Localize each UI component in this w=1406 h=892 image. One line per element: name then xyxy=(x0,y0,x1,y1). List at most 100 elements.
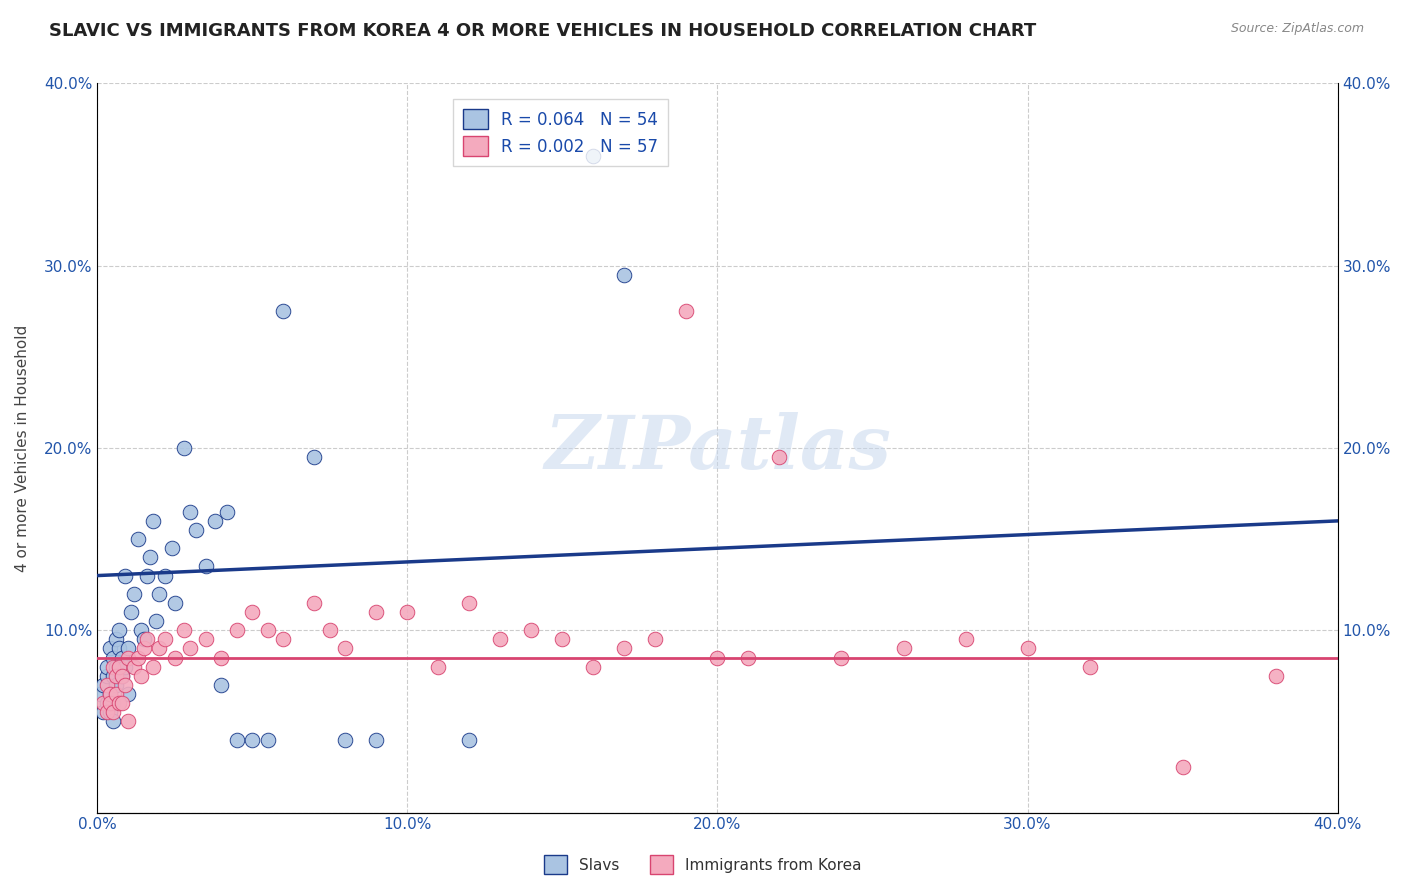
Point xyxy=(1171,760,1194,774)
Point xyxy=(204,514,226,528)
Point xyxy=(124,587,146,601)
Point xyxy=(117,650,139,665)
Point xyxy=(160,541,183,556)
Point xyxy=(209,678,232,692)
Point xyxy=(551,632,574,647)
Point xyxy=(458,596,481,610)
Point xyxy=(101,650,124,665)
Point xyxy=(101,669,124,683)
Point xyxy=(114,659,136,673)
Point xyxy=(142,514,165,528)
Point xyxy=(101,706,124,720)
Point xyxy=(127,532,149,546)
Point xyxy=(335,641,357,656)
Point xyxy=(489,632,512,647)
Point xyxy=(955,632,977,647)
Point xyxy=(225,732,247,747)
Point xyxy=(155,568,177,582)
Text: Source: ZipAtlas.com: Source: ZipAtlas.com xyxy=(1230,22,1364,36)
Point xyxy=(96,659,118,673)
Point xyxy=(96,669,118,683)
Point xyxy=(256,732,278,747)
Point xyxy=(98,641,121,656)
Point xyxy=(117,641,139,656)
Point xyxy=(256,624,278,638)
Point xyxy=(240,732,263,747)
Point xyxy=(163,596,186,610)
Point xyxy=(186,523,208,537)
Point xyxy=(135,568,157,582)
Point xyxy=(101,659,124,673)
Point xyxy=(98,687,121,701)
Point xyxy=(117,714,139,729)
Point xyxy=(98,687,121,701)
Point xyxy=(142,659,165,673)
Point xyxy=(96,696,118,710)
Point xyxy=(93,706,115,720)
Point xyxy=(644,632,666,647)
Point xyxy=(209,650,232,665)
Point xyxy=(366,605,388,619)
Legend: Slavs, Immigrants from Korea: Slavs, Immigrants from Korea xyxy=(538,849,868,880)
Point xyxy=(830,650,852,665)
Point xyxy=(108,659,131,673)
Y-axis label: 4 or more Vehicles in Household: 4 or more Vehicles in Household xyxy=(15,325,30,572)
Point xyxy=(271,632,294,647)
Point xyxy=(101,696,124,710)
Point xyxy=(217,505,239,519)
Point xyxy=(582,659,605,673)
Point xyxy=(145,614,167,628)
Point xyxy=(179,641,201,656)
Point xyxy=(104,678,127,692)
Point xyxy=(111,650,134,665)
Point xyxy=(108,641,131,656)
Point xyxy=(96,706,118,720)
Point xyxy=(98,696,121,710)
Point xyxy=(132,641,155,656)
Point xyxy=(129,624,152,638)
Point xyxy=(120,605,142,619)
Point xyxy=(1078,659,1101,673)
Point xyxy=(240,605,263,619)
Point xyxy=(148,587,170,601)
Point xyxy=(173,624,195,638)
Point xyxy=(114,568,136,582)
Point xyxy=(96,678,118,692)
Point xyxy=(124,659,146,673)
Point xyxy=(104,687,127,701)
Text: ZIPatlas: ZIPatlas xyxy=(544,412,891,484)
Point xyxy=(613,641,636,656)
Point xyxy=(108,696,131,710)
Point xyxy=(155,632,177,647)
Point xyxy=(768,450,790,464)
Point xyxy=(104,659,127,673)
Point xyxy=(1264,669,1286,683)
Legend: R = 0.064   N = 54, R = 0.002   N = 57: R = 0.064 N = 54, R = 0.002 N = 57 xyxy=(453,99,668,167)
Point xyxy=(458,732,481,747)
Point xyxy=(98,706,121,720)
Point xyxy=(135,632,157,647)
Point xyxy=(104,632,127,647)
Point xyxy=(117,687,139,701)
Point xyxy=(194,632,217,647)
Point xyxy=(319,624,342,638)
Point xyxy=(304,450,326,464)
Point xyxy=(706,650,728,665)
Point xyxy=(139,550,162,565)
Point xyxy=(737,650,759,665)
Point xyxy=(427,659,450,673)
Point xyxy=(89,687,111,701)
Point xyxy=(111,669,134,683)
Point xyxy=(127,650,149,665)
Point xyxy=(1017,641,1039,656)
Point xyxy=(335,732,357,747)
Point xyxy=(582,149,605,163)
Point xyxy=(148,641,170,656)
Point xyxy=(675,304,697,318)
Point xyxy=(111,696,134,710)
Point xyxy=(93,678,115,692)
Point xyxy=(173,441,195,455)
Point xyxy=(93,696,115,710)
Point xyxy=(304,596,326,610)
Point xyxy=(396,605,419,619)
